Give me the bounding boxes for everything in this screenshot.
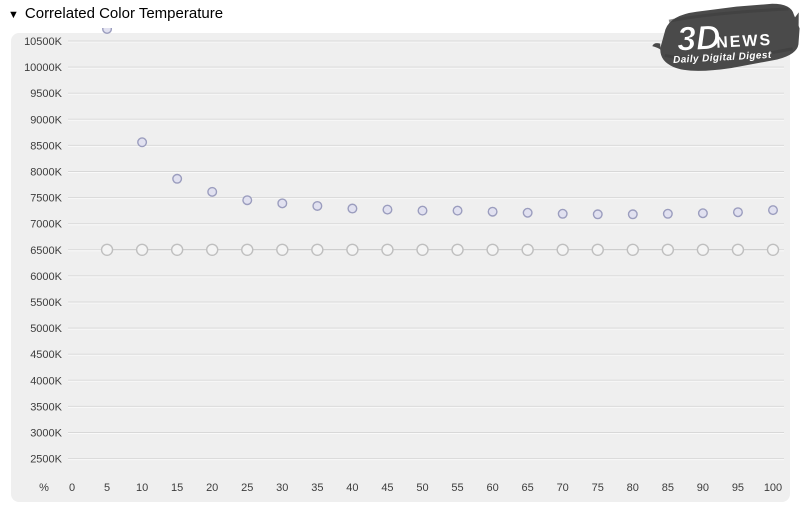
y-axis-tick-label: 2500K <box>30 454 62 466</box>
cct-point <box>207 186 218 197</box>
target-6500k-point <box>100 243 114 257</box>
y-axis-tick-label: 4000K <box>30 375 62 387</box>
target-6500k-point <box>626 243 639 257</box>
y-axis-tick-label: 3000K <box>30 428 62 440</box>
cct-point <box>662 208 673 219</box>
cct-series <box>102 28 779 220</box>
x-axis-tick-label: 60 <box>486 482 498 494</box>
x-axis-tick-label: 10 <box>136 482 148 494</box>
3dnews-logo: 3D NEWS Daily Digital Digest <box>652 3 800 71</box>
x-axis-tick-label: 55 <box>451 482 463 494</box>
cct-point <box>382 204 393 215</box>
x-axis-tick-label: 25 <box>241 482 253 494</box>
target-6500k-point <box>661 243 675 257</box>
cct-point <box>137 137 148 148</box>
x-axis-tick-label: 15 <box>171 482 183 494</box>
y-axis-tick-label: 9000K <box>30 114 62 126</box>
target-6500k-point <box>205 243 219 257</box>
x-axis-unit-label: % <box>39 482 49 494</box>
target-6500k-point <box>591 243 604 257</box>
cct-point <box>522 207 533 218</box>
cct-point <box>592 209 603 220</box>
logo-news-text: NEWS <box>716 32 773 52</box>
x-axis-tick-label: 0 <box>69 482 75 494</box>
y-axis-tick-label: 10000K <box>24 62 63 74</box>
x-axis-tick-label: 85 <box>662 482 674 494</box>
x-axis-tick-label: 40 <box>346 482 358 494</box>
chart-panel <box>11 33 790 502</box>
target-6500k-point <box>416 243 429 257</box>
x-axis-tick-label: 35 <box>311 482 323 494</box>
target-6500k-point <box>135 243 149 257</box>
target-6500k-point <box>521 243 534 257</box>
y-axis-tick-label: 5500K <box>30 297 62 309</box>
cct-point <box>242 195 253 206</box>
target-6500k-point <box>556 243 569 257</box>
cct-point <box>732 207 743 218</box>
x-axis-tick-label: 95 <box>732 482 744 494</box>
x-axis-tick-label: 100 <box>764 482 782 494</box>
x-axis-tick-label: 65 <box>522 482 534 494</box>
x-axis-tick-label: 50 <box>416 482 428 494</box>
x-axis-tick-label: 45 <box>381 482 393 494</box>
target-6500k-point <box>766 243 780 257</box>
target-6500k-point <box>276 243 289 257</box>
target-6500k-point <box>696 243 710 257</box>
y-axis-tick-label: 3500K <box>30 401 62 413</box>
collapse-triangle-icon: ▼ <box>8 8 19 21</box>
cct-point <box>627 209 638 220</box>
x-axis-tick-label: 5 <box>104 482 110 494</box>
cct-point <box>312 200 323 211</box>
x-axis-tick-label: 80 <box>627 482 639 494</box>
y-axis-tick-label: 6000K <box>30 271 62 283</box>
cct-point <box>452 205 463 216</box>
cct-point <box>347 203 358 214</box>
target-6500k-point <box>241 243 254 257</box>
x-axis-tick-label: 70 <box>557 482 569 494</box>
target-6500k-point <box>170 243 184 257</box>
cct-point <box>277 198 288 209</box>
y-axis-tick-label: 4500K <box>30 349 62 361</box>
target-6500k-point <box>311 243 324 257</box>
target-6500k-point <box>486 243 499 257</box>
logo-3d-text: 3D <box>676 19 721 59</box>
target-6500k-point <box>381 243 394 257</box>
cct-point <box>697 208 708 219</box>
cct-point <box>102 28 113 34</box>
x-axis-tick-label: 30 <box>276 482 288 494</box>
x-axis-tick-label: 90 <box>697 482 709 494</box>
logo-tagline-text: Daily Digital Digest <box>673 50 772 66</box>
y-axis-tick-label: 9500K <box>30 88 62 100</box>
cct-point <box>172 173 183 184</box>
x-axis-tick-label: 75 <box>592 482 604 494</box>
target-6500k-point <box>346 243 359 257</box>
y-axis-tick-label: 6500K <box>30 245 62 257</box>
y-axis-tick-label: 8500K <box>30 140 62 152</box>
target-6500k-point <box>731 243 745 257</box>
y-axis-tick-label: 5000K <box>30 323 62 335</box>
cct-point <box>557 208 568 219</box>
chart-section-header[interactable]: ▼ Correlated Color Temperature <box>8 5 223 22</box>
cct-point <box>768 205 779 216</box>
y-axis-tick-label: 10500K <box>24 36 63 48</box>
y-axis-tick-label: 8000K <box>30 167 62 179</box>
cct-point <box>487 206 498 217</box>
x-axis-tick-label: 20 <box>206 482 218 494</box>
cct-point <box>417 205 428 216</box>
y-axis-tick-label: 7000K <box>30 219 62 231</box>
chart-title-text: Correlated Color Temperature <box>24 5 224 22</box>
y-axis-tick-label: 7500K <box>30 193 62 205</box>
target-6500k-point <box>451 243 464 257</box>
